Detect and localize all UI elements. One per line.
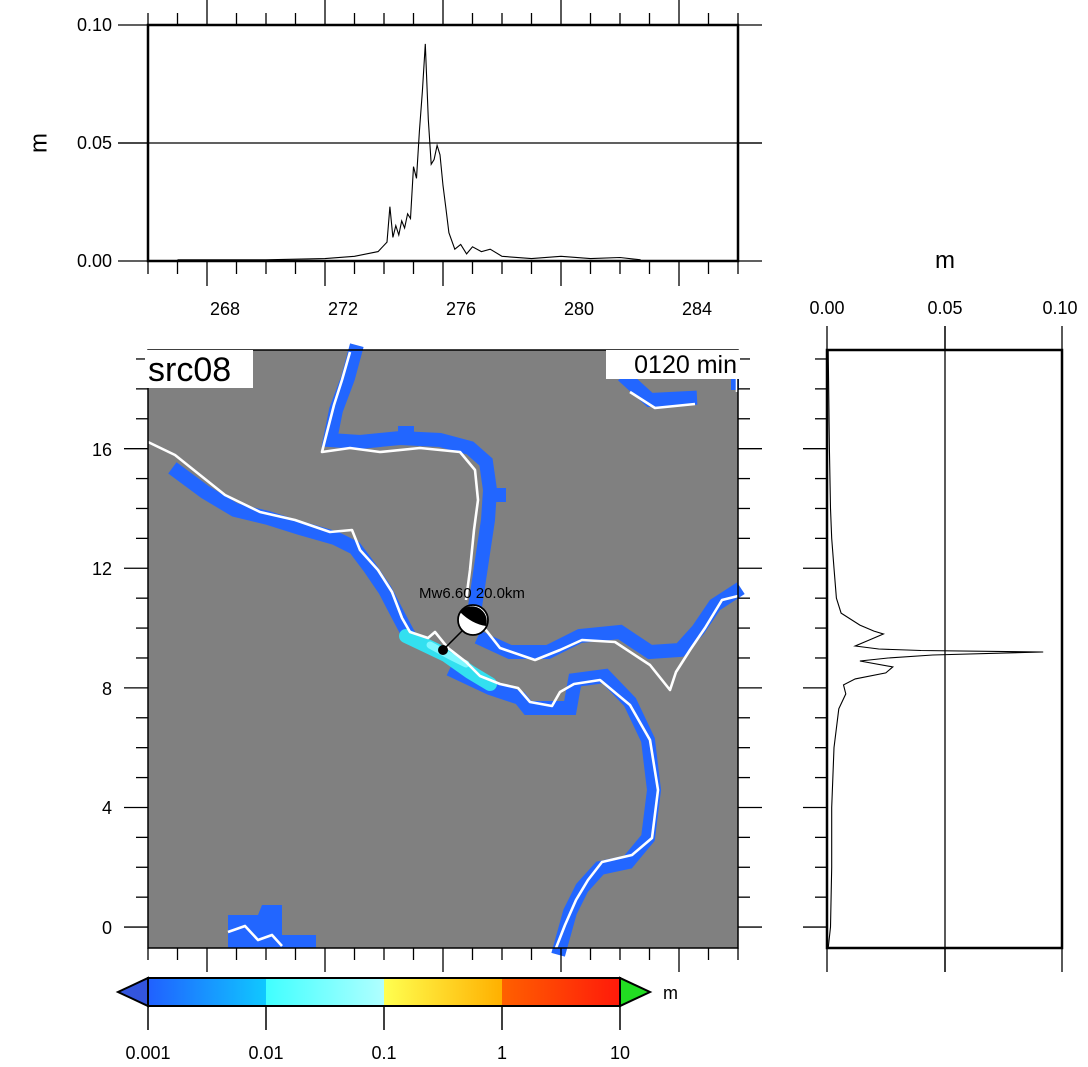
right-x-axis-label: m [935, 247, 955, 274]
epicenter-label: Mw6.60 20.0km [419, 585, 525, 602]
inundation-band-northeast-corner [618, 370, 698, 408]
panel-label: src08 [148, 351, 231, 389]
right-axis-ticks [803, 326, 1063, 972]
inundation-band-northwest-coast [168, 462, 416, 640]
colorbar-band [266, 978, 384, 1006]
top-x-tick-label: 268 [210, 299, 240, 319]
top-profile-panel: 0.10 0.05 0.00 m 268 272 276 280 284 [25, 0, 762, 319]
time-label-box [606, 350, 740, 379]
inundation-patch-southwest [228, 905, 316, 948]
inundation-patch-river [490, 488, 506, 502]
beachball-compressional-quadrant [460, 606, 487, 626]
epicenter-marker [438, 645, 448, 655]
colorbar-tick-label: 0.01 [248, 1043, 283, 1063]
colorbar-unit-label: m [663, 983, 678, 1003]
map-y-tick-label: 0 [102, 918, 112, 938]
right-x-tick-label: 0.10 [1042, 298, 1077, 318]
top-x-tick-label: 272 [328, 299, 358, 319]
inundation-band-east-coast [474, 582, 745, 660]
inundation-band-north-channel [321, 343, 498, 608]
source-mechanism: Mw6.60 20.0km [419, 585, 525, 655]
map-y-tick-label: 4 [102, 798, 112, 818]
panel-label-box [145, 350, 253, 388]
map-panel: Mw6.60 20.0km 16 12 8 4 0 src08 0120 min [92, 343, 762, 972]
coastline-northeast-corner [629, 390, 696, 410]
near-source-aqua-core [426, 641, 470, 668]
colorbar-band [384, 978, 502, 1006]
coastline-southwest-island [227, 924, 283, 947]
top-x-tick-label: 280 [564, 299, 594, 319]
map-axis-ticks [124, 358, 762, 972]
top-x-tick-label: 284 [682, 299, 712, 319]
map-y-tick-label: 12 [92, 559, 112, 579]
near-source-inundation [399, 629, 497, 691]
map-y-tick-label: 8 [102, 679, 112, 699]
right-profile-line [827, 349, 1044, 949]
map-y-tick-label: 16 [92, 440, 112, 460]
colorbar-tick-label: 0.001 [125, 1043, 170, 1063]
right-x-tick-label: 0.00 [809, 298, 844, 318]
top-y-tick-label: 0.05 [77, 133, 112, 153]
colorbar: m 0.001 0.01 0.1 1 10 [115, 976, 678, 1063]
inundation-patch-north [398, 426, 414, 440]
right-profile-panel: m 0.00 0.05 0.10 [803, 247, 1078, 972]
colorbar-under-triangle [115, 976, 149, 1008]
colorbar-tick-label: 0.1 [371, 1043, 396, 1063]
colorbar-bands [148, 978, 620, 1006]
coastline-north-peninsula [320, 351, 480, 601]
top-profile-line [177, 43, 641, 261]
colorbar-tick-label: 1 [497, 1043, 507, 1063]
coastline-northwest [147, 440, 660, 949]
top-y-axis-label: m [25, 133, 52, 153]
inundation-layer [168, 343, 745, 957]
top-y-tick-label: 0.10 [77, 15, 112, 35]
colorbar-tick-label: 10 [610, 1043, 630, 1063]
colorbar-band [148, 978, 266, 1006]
top-x-tick-label: 276 [446, 299, 476, 319]
coastline-layer [147, 351, 739, 949]
time-label: 0120 min [634, 351, 737, 379]
top-y-tick-label: 0.00 [77, 251, 112, 271]
inundation-patch-east-edge [731, 376, 739, 390]
top-axis-ticks [118, 0, 762, 286]
colorbar-band [502, 978, 620, 1006]
right-x-tick-label: 0.05 [927, 298, 962, 318]
coastline-east [476, 594, 739, 692]
colorbar-over-triangle [619, 976, 653, 1008]
colorbar-ticks [147, 1006, 621, 1030]
